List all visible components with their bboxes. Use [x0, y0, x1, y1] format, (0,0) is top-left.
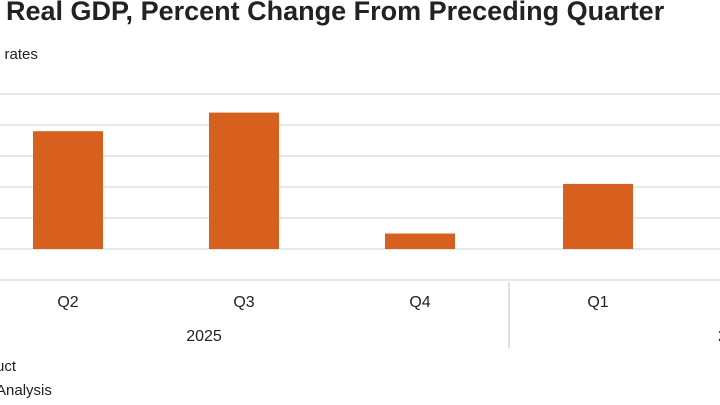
- x-tick-label-q2: Q2: [57, 294, 78, 311]
- bar-q4: [385, 233, 455, 249]
- x-tick-label-q3: Q3: [233, 294, 254, 311]
- chart-subtitle: l rates: [0, 46, 38, 63]
- chart-title: Real GDP, Percent Change From Preceding …: [6, 0, 665, 26]
- footnote-line-1: uct: [0, 358, 17, 375]
- footnote-line-2: Analysis: [0, 382, 52, 399]
- x-tick-label-q4: Q4: [409, 294, 430, 311]
- x-group-label-0: 2025: [186, 328, 222, 345]
- bar-q2: [33, 131, 103, 249]
- x-tick-label-q1: Q1: [587, 294, 608, 311]
- bar-q3: [209, 112, 279, 249]
- x-group-label-1: 2: [718, 328, 720, 345]
- bar-q1: [563, 183, 633, 249]
